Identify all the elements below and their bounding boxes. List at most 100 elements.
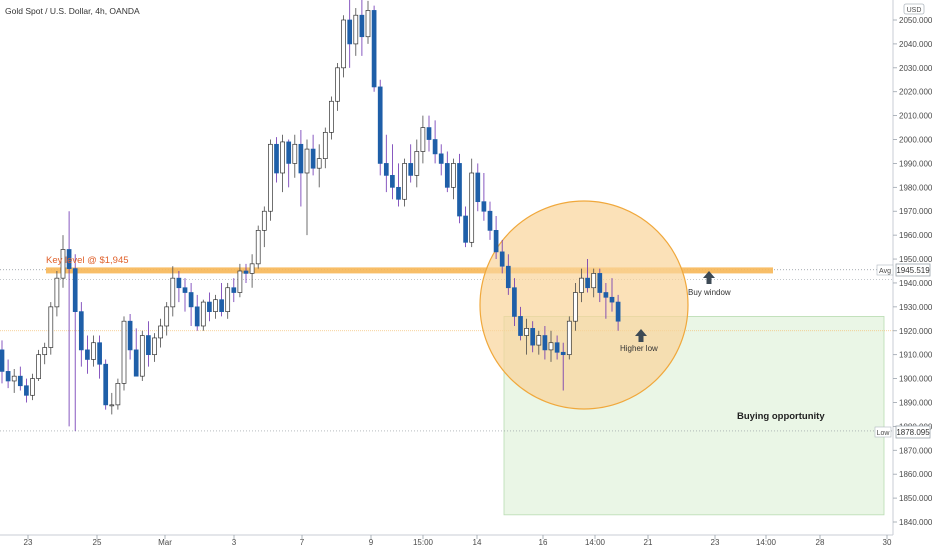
candle-body[interactable] bbox=[164, 306, 170, 327]
candle-body[interactable] bbox=[255, 230, 261, 265]
candle-body[interactable] bbox=[560, 351, 566, 356]
candle-body[interactable] bbox=[85, 349, 90, 360]
candle-body[interactable] bbox=[170, 277, 176, 308]
candle-body[interactable] bbox=[463, 215, 468, 243]
candle-body[interactable] bbox=[152, 337, 157, 356]
candle-body[interactable] bbox=[78, 311, 84, 351]
candle-body[interactable] bbox=[42, 347, 48, 356]
candle-body[interactable] bbox=[237, 270, 243, 293]
candle-body[interactable] bbox=[499, 251, 505, 267]
candle-body[interactable] bbox=[5, 371, 11, 382]
currency-badge[interactable] bbox=[903, 3, 925, 15]
candle-body[interactable] bbox=[432, 139, 438, 155]
candle-body[interactable] bbox=[493, 230, 499, 253]
candle-body[interactable] bbox=[518, 316, 523, 336]
candle-body[interactable] bbox=[66, 249, 72, 269]
candle-body[interactable] bbox=[158, 325, 163, 339]
candle-body[interactable] bbox=[573, 292, 578, 322]
candle-body[interactable] bbox=[60, 249, 66, 279]
candle-body[interactable] bbox=[487, 210, 493, 231]
candle-body[interactable] bbox=[530, 328, 536, 346]
time-scale[interactable]: 23 25 Mar 3 7 9 15:00 14 16 14:00 21 23 14:00 28 30 bbox=[24, 535, 892, 547]
candle-body[interactable] bbox=[249, 263, 255, 274]
candle-body[interactable] bbox=[548, 342, 554, 351]
candle-body[interactable] bbox=[481, 201, 487, 212]
candle-body[interactable] bbox=[414, 151, 420, 176]
candle-body[interactable] bbox=[139, 335, 145, 377]
candle-body[interactable] bbox=[585, 277, 590, 289]
candle-body[interactable] bbox=[396, 186, 401, 200]
candle-body[interactable] bbox=[353, 14, 359, 45]
candle-body[interactable] bbox=[579, 277, 584, 293]
candle-body[interactable] bbox=[127, 320, 133, 351]
candle-body[interactable] bbox=[274, 143, 279, 174]
candle-body[interactable] bbox=[524, 328, 529, 336]
candle-body[interactable] bbox=[597, 273, 603, 293]
candle-body[interactable] bbox=[200, 301, 206, 327]
candle-body[interactable] bbox=[298, 143, 304, 174]
candle-body[interactable] bbox=[383, 163, 389, 176]
candle-body[interactable] bbox=[457, 163, 462, 217]
candle-body[interactable] bbox=[17, 375, 23, 387]
candle-body[interactable] bbox=[36, 354, 41, 379]
candle-body[interactable] bbox=[146, 335, 151, 356]
candle-body[interactable] bbox=[536, 335, 542, 346]
candle-body[interactable] bbox=[316, 158, 322, 169]
candle-body[interactable] bbox=[243, 270, 249, 274]
candle-body[interactable] bbox=[268, 143, 273, 212]
candle-body[interactable] bbox=[420, 127, 426, 152]
candle-body[interactable] bbox=[335, 67, 340, 102]
candle-body[interactable] bbox=[133, 349, 139, 377]
candle-body[interactable] bbox=[194, 306, 200, 327]
candle-body[interactable] bbox=[310, 148, 316, 169]
candle-body[interactable] bbox=[408, 163, 414, 176]
candle-body[interactable] bbox=[402, 163, 407, 200]
candle-body[interactable] bbox=[329, 100, 334, 133]
candle-body[interactable] bbox=[615, 301, 621, 322]
candle-body[interactable] bbox=[48, 306, 54, 348]
candle-body[interactable] bbox=[30, 378, 35, 396]
candle-body[interactable] bbox=[347, 19, 353, 45]
candle-body[interactable] bbox=[341, 19, 346, 69]
candle-body[interactable] bbox=[390, 175, 395, 188]
candle-body[interactable] bbox=[591, 273, 597, 289]
key-level-band[interactable] bbox=[46, 267, 773, 274]
candle-body[interactable] bbox=[97, 342, 102, 365]
candle-body[interactable] bbox=[91, 342, 96, 360]
candle-body[interactable] bbox=[72, 268, 78, 312]
candle-body[interactable] bbox=[444, 163, 450, 188]
candle-body[interactable] bbox=[438, 153, 444, 164]
candle-body[interactable] bbox=[469, 172, 475, 243]
candle-body[interactable] bbox=[261, 210, 267, 231]
candle-body[interactable] bbox=[609, 296, 615, 303]
candle-body[interactable] bbox=[322, 132, 328, 159]
candle-body[interactable] bbox=[359, 14, 365, 38]
candle-body[interactable] bbox=[426, 127, 432, 140]
candle-body[interactable] bbox=[304, 148, 310, 174]
candle-body[interactable] bbox=[24, 385, 29, 396]
highlight-circle[interactable] bbox=[479, 200, 689, 410]
candle-body[interactable] bbox=[11, 375, 17, 382]
candle-body[interactable] bbox=[554, 342, 560, 353]
candle-body[interactable] bbox=[182, 287, 188, 293]
candle-body[interactable] bbox=[54, 277, 60, 308]
candle-body[interactable] bbox=[213, 299, 218, 312]
candle-body[interactable] bbox=[225, 287, 231, 312]
candle-body[interactable] bbox=[219, 299, 224, 312]
candle-body[interactable] bbox=[0, 349, 5, 372]
candle-body[interactable] bbox=[176, 277, 182, 289]
candle-body[interactable] bbox=[512, 287, 517, 317]
candle-body[interactable] bbox=[505, 265, 511, 289]
candle-body[interactable] bbox=[475, 172, 481, 203]
candle-body[interactable] bbox=[103, 363, 109, 406]
candle-body[interactable] bbox=[451, 163, 456, 188]
candle-body[interactable] bbox=[188, 292, 194, 308]
candle-body[interactable] bbox=[109, 404, 115, 407]
candle-body[interactable] bbox=[231, 287, 237, 293]
candle-body[interactable] bbox=[365, 10, 371, 38]
candle-body[interactable] bbox=[115, 383, 121, 406]
candle-body[interactable] bbox=[371, 10, 377, 88]
candle-body[interactable] bbox=[121, 320, 127, 384]
